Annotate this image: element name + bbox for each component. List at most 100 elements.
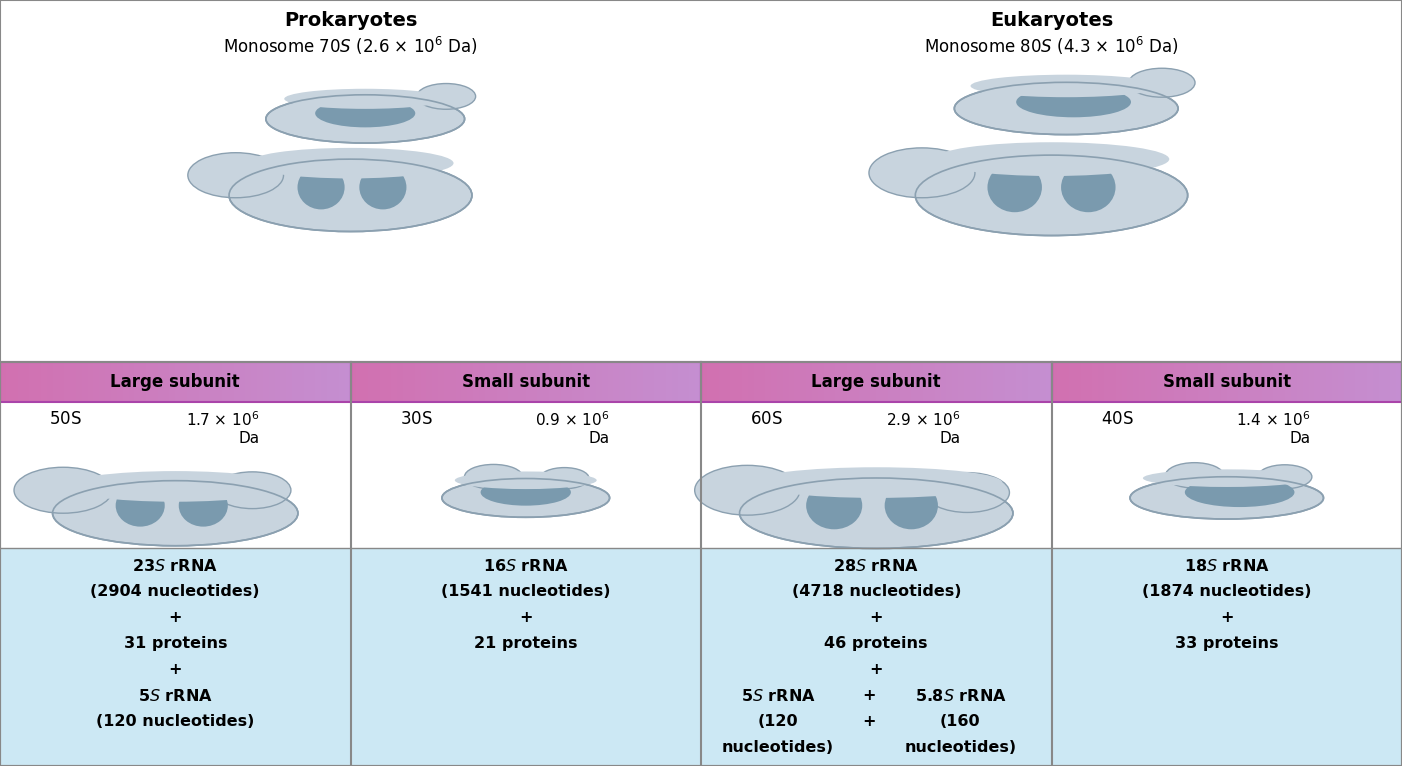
- Text: 28$\mathit{S}$ rRNA: 28$\mathit{S}$ rRNA: [833, 558, 920, 574]
- Bar: [181, 362, 188, 402]
- Text: +: +: [869, 662, 883, 677]
- Ellipse shape: [970, 74, 1162, 97]
- Bar: [135, 362, 142, 402]
- Bar: [286, 362, 293, 402]
- Bar: [76, 362, 83, 402]
- Bar: [426, 362, 433, 402]
- Bar: [269, 362, 276, 402]
- Bar: [1087, 362, 1094, 402]
- Ellipse shape: [934, 142, 1169, 176]
- Bar: [391, 362, 398, 402]
- Bar: [911, 362, 918, 402]
- Ellipse shape: [1165, 463, 1224, 488]
- Bar: [1162, 362, 1169, 402]
- Bar: [958, 362, 965, 402]
- Bar: [935, 362, 942, 402]
- Bar: [531, 362, 538, 402]
- Text: 1.4 × 10$^6$
Da: 1.4 × 10$^6$ Da: [1237, 410, 1311, 446]
- Text: $\mathit{50}$S: $\mathit{50}$S: [49, 410, 81, 427]
- Bar: [199, 362, 206, 402]
- Bar: [998, 362, 1007, 402]
- Bar: [1046, 362, 1053, 402]
- Ellipse shape: [247, 148, 454, 178]
- Bar: [672, 362, 679, 402]
- Bar: [251, 362, 258, 402]
- Text: 5$\mathit{S}$ rRNA: 5$\mathit{S}$ rRNA: [740, 688, 816, 704]
- Bar: [0, 548, 1402, 766]
- Bar: [666, 362, 673, 402]
- Bar: [1180, 362, 1187, 402]
- Bar: [544, 362, 551, 402]
- Bar: [830, 362, 837, 402]
- Bar: [852, 362, 861, 402]
- Bar: [801, 362, 808, 402]
- Ellipse shape: [1130, 476, 1323, 519]
- Bar: [841, 362, 848, 402]
- Bar: [53, 362, 60, 402]
- Bar: [216, 362, 223, 402]
- Bar: [946, 362, 953, 402]
- Text: 0.9 × 10$^6$
Da: 0.9 × 10$^6$ Da: [536, 410, 610, 446]
- Ellipse shape: [1016, 87, 1131, 117]
- Bar: [520, 362, 527, 402]
- Bar: [205, 362, 212, 402]
- Text: 5.8$\mathit{S}$ rRNA: 5.8$\mathit{S}$ rRNA: [914, 688, 1007, 704]
- Bar: [993, 362, 1001, 402]
- Ellipse shape: [925, 473, 1009, 512]
- Text: 1.7 × 10$^6$
Da: 1.7 × 10$^6$ Da: [186, 410, 259, 446]
- Bar: [327, 362, 334, 402]
- Bar: [280, 362, 287, 402]
- Bar: [537, 362, 544, 402]
- Text: (1541 nucleotides): (1541 nucleotides): [442, 584, 610, 599]
- Bar: [81, 362, 90, 402]
- Bar: [1315, 362, 1322, 402]
- Text: 23$\mathit{S}$ rRNA: 23$\mathit{S}$ rRNA: [132, 558, 219, 574]
- Bar: [952, 362, 959, 402]
- Bar: [11, 362, 20, 402]
- Ellipse shape: [188, 152, 283, 198]
- Bar: [157, 362, 165, 402]
- Bar: [642, 362, 651, 402]
- Bar: [1151, 362, 1158, 402]
- Ellipse shape: [266, 95, 464, 143]
- Bar: [1391, 362, 1398, 402]
- Bar: [386, 362, 393, 402]
- Bar: [1186, 362, 1193, 402]
- Ellipse shape: [987, 162, 1042, 212]
- Bar: [129, 362, 136, 402]
- Bar: [771, 362, 778, 402]
- Bar: [1028, 362, 1036, 402]
- Bar: [865, 362, 872, 402]
- Bar: [1005, 362, 1012, 402]
- Bar: [1011, 362, 1018, 402]
- Bar: [1127, 362, 1134, 402]
- Bar: [736, 362, 743, 402]
- Text: Small subunit: Small subunit: [1162, 373, 1291, 391]
- Bar: [151, 362, 158, 402]
- Bar: [315, 362, 322, 402]
- Bar: [637, 362, 644, 402]
- Ellipse shape: [14, 467, 112, 513]
- Text: 33 proteins: 33 proteins: [1175, 636, 1279, 651]
- Text: +: +: [869, 610, 883, 625]
- Bar: [186, 362, 193, 402]
- Bar: [474, 362, 481, 402]
- Bar: [1040, 362, 1047, 402]
- Bar: [1068, 362, 1077, 402]
- Ellipse shape: [416, 83, 475, 110]
- Bar: [882, 362, 889, 402]
- Bar: [1116, 362, 1123, 402]
- Bar: [906, 362, 913, 402]
- Bar: [970, 362, 977, 402]
- Bar: [1075, 362, 1082, 402]
- Text: (120 nucleotides): (120 nucleotides): [97, 714, 254, 729]
- Bar: [1332, 362, 1339, 402]
- Bar: [695, 362, 702, 402]
- Bar: [585, 362, 592, 402]
- Ellipse shape: [916, 155, 1187, 236]
- Bar: [1232, 362, 1239, 402]
- Bar: [1256, 362, 1263, 402]
- Bar: [193, 362, 200, 402]
- Bar: [404, 362, 411, 402]
- Ellipse shape: [464, 464, 523, 489]
